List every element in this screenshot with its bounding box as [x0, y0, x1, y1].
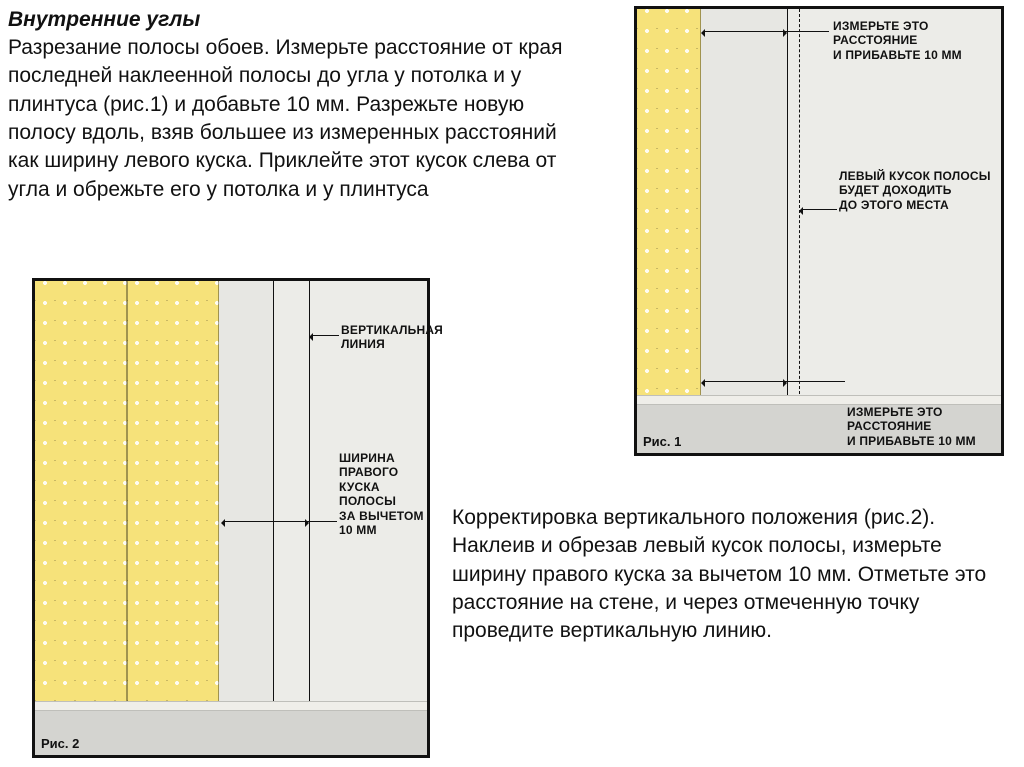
- fig2-wallpaper-strip-2: [127, 281, 219, 705]
- fig2-seam: [127, 281, 128, 705]
- fig2-floor: [35, 711, 427, 755]
- fig1-lead-top: [785, 31, 829, 32]
- fig2-label-bottom: ШИРИНА ПРАВОГО КУСКА ПОЛОСЫ ЗА ВЫЧЕТОМ 1…: [339, 451, 431, 537]
- fig2-lead-top: [311, 335, 339, 336]
- fig1-target-line: [799, 9, 800, 399]
- fig2-caption: Рис. 2: [41, 736, 79, 751]
- paragraph-cutting-strip: Разрезание полосы обоев. Измерьте рассто…: [8, 34, 578, 204]
- figure-1: ИЗМЕРЬТЕ ЭТО РАССТОЯНИЕ И ПРИБАВЬТЕ 10 М…: [634, 6, 1004, 456]
- fig2-skirting: [35, 701, 427, 711]
- fig1-corner-edge: [787, 9, 788, 399]
- fig1-label-bottom: ИЗМЕРЬТЕ ЭТО РАССТОЯНИЕ И ПРИБАВЬТЕ 10 М…: [847, 405, 1011, 448]
- fig1-lead-middle: [801, 209, 837, 210]
- fig1-skirting: [637, 395, 1001, 405]
- fig2-wallpaper-strip-1: [35, 281, 127, 705]
- fig2-measure-width: [223, 521, 307, 522]
- figure-2: ВЕРТИКАЛЬНАЯ ЛИНИЯ ШИРИНА ПРАВОГО КУСКА …: [32, 278, 430, 758]
- fig1-measure-bottom: [703, 381, 785, 382]
- fig2-corner-edge: [273, 281, 274, 705]
- heading-inner-corners: Внутренние углы: [8, 6, 200, 34]
- fig1-caption: Рис. 1: [643, 434, 681, 449]
- fig2-lead-width: [307, 521, 337, 522]
- fig1-label-middle: ЛЕВЫЙ КУСОК ПОЛОСЫ БУДЕТ ДОХОДИТЬ ДО ЭТО…: [839, 169, 1003, 212]
- fig2-vertical-line: [309, 281, 310, 705]
- paragraph-vertical-adjust: Корректировка вертикального положения (р…: [452, 504, 1012, 646]
- fig1-lead-bottom: [785, 381, 845, 382]
- fig1-measure-top: [703, 31, 785, 32]
- fig2-label-top: ВЕРТИКАЛЬНАЯ ЛИНИЯ: [341, 323, 431, 352]
- fig1-wallpaper-strip: [637, 9, 701, 399]
- fig1-label-top: ИЗМЕРЬТЕ ЭТО РАССТОЯНИЕ И ПРИБАВЬТЕ 10 М…: [833, 19, 1001, 62]
